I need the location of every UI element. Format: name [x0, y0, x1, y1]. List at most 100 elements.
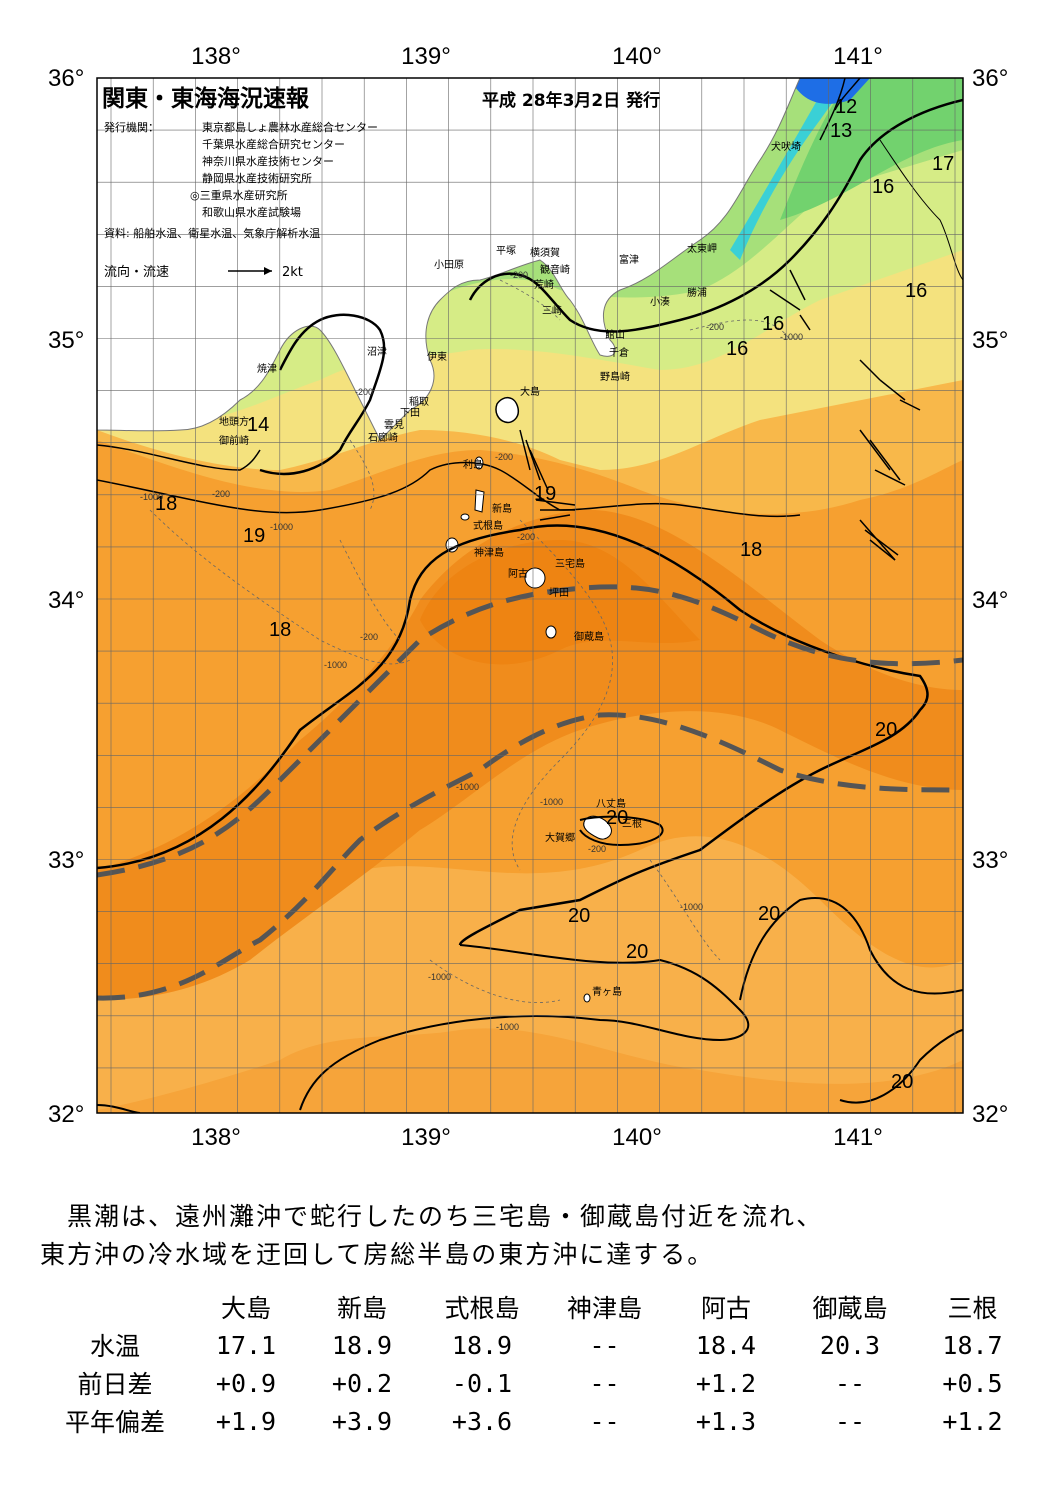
island-miyakejima: [524, 567, 546, 589]
depth-label: -200: [212, 489, 230, 499]
depth-label: -1000: [324, 660, 347, 670]
map-area: [97, 78, 963, 1113]
kuroshio-axis: [97, 584, 963, 1001]
place-inatori: 稲取: [409, 396, 429, 408]
isotherm-label-20f: 20: [891, 1071, 913, 1093]
row-label: 平年偏差: [64, 1408, 165, 1437]
lat-label-35-left: 35°: [48, 327, 84, 354]
isotherm-19: [97, 461, 801, 518]
island-niijima: [474, 489, 485, 513]
table-cell: 18.9: [451, 1330, 513, 1360]
place-oshima: 大島: [520, 385, 540, 398]
island-aogashima: [583, 993, 591, 1003]
place-tateyama: 館山: [605, 328, 625, 341]
isotherm-16: [468, 98, 963, 333]
kuroshio-core-inner: [420, 540, 700, 665]
isotherm-20b: [739, 897, 963, 1001]
table-row: 前日差 +0.9 +0.2 -0.1 -- +1.2 -- +0.5: [40, 1364, 1030, 1402]
place-taitomisaki: 太東岬: [687, 242, 717, 255]
isotherm-label-14: 14: [247, 414, 269, 436]
table-corner: [40, 1288, 190, 1326]
place-odawara: 小田原: [434, 259, 464, 271]
data-source: 資料: 船舶水温、衛星水温、気象庁解析水温: [104, 226, 320, 240]
table-cell: 18.9: [331, 1330, 393, 1360]
isotherm-label-17: 17: [932, 153, 954, 175]
table-row: 水温 17.1 18.9 18.9 -- 18.4 20.3 18.7: [40, 1326, 1030, 1364]
place-mikurajima: 御蔵島: [574, 630, 604, 643]
kuroshio-axis-south: [97, 712, 963, 1001]
isotherm-lines: [97, 78, 963, 1113]
table-cell: 20.3: [819, 1330, 881, 1360]
place-jitogata: 地頭方: [219, 415, 249, 428]
table-cell: +1.2: [695, 1368, 757, 1398]
isotherm-label-19a: 19: [243, 525, 265, 547]
table-cell: +1.9: [215, 1406, 277, 1436]
temperature-table: 大島 新島 式根島 神津島 阿古 御蔵島 三根 水温 17.1 18.9 18.…: [40, 1288, 1030, 1440]
isotherm-labels: 12 13 14 16 16 16 16 17 18 18 18 19 19 2…: [155, 96, 954, 1093]
depth-contours: [149, 279, 791, 1003]
isotherm-12: [834, 78, 861, 111]
lat-label-35-right: 35°: [972, 327, 1008, 354]
place-ito: 伊東: [427, 350, 447, 363]
depth-label: -200: [706, 322, 724, 332]
legend-label: 流向・流速: [104, 264, 169, 280]
place-yokosuka: 横須賀: [530, 246, 560, 259]
legend-arrow-head: [264, 267, 272, 275]
table-header: 阿古: [700, 1294, 751, 1323]
place-kozushima: 神津島: [474, 546, 504, 559]
place-aogashima: 青ヶ島: [592, 985, 622, 998]
place-names: 大島 利島 新島 式根島 神津島 三宅島 阿古 坪田 御蔵島 八丈島 三根 大賀…: [219, 140, 801, 998]
depth-label: -200: [510, 270, 528, 280]
isotherm-15: [97, 444, 261, 471]
table-cell: +0.9: [215, 1368, 277, 1398]
publisher-1: 東京都島しょ農林水産総合センター: [202, 120, 378, 134]
isotherm-18: [97, 524, 929, 946]
summary-line-1: 黒潮は、遠州灘沖で蛇行したのち三宅島・御蔵島付近を流れ、: [40, 1202, 824, 1231]
place-chikura: 千倉: [609, 346, 629, 359]
lon-label-141-top: 141°: [833, 43, 883, 70]
cyan-coastal: [730, 78, 850, 260]
lon-label-140-bottom: 140°: [612, 1124, 662, 1151]
table-cell: +1.3: [695, 1406, 757, 1436]
place-futtsu: 富津: [619, 253, 639, 266]
table-cell: --: [589, 1368, 620, 1398]
issue-date: 平成 28年3月2日 発行: [482, 90, 660, 111]
southern-band: [97, 1028, 963, 1113]
table-cell: --: [834, 1406, 866, 1436]
map-title: 関東・東海海況速報: [102, 85, 310, 112]
lat-label-33-right: 33°: [972, 847, 1008, 874]
depth-label: -1000: [140, 492, 163, 502]
isotherm-label-16c: 16: [762, 313, 784, 335]
table-header: 大島: [220, 1294, 271, 1323]
graticule: [97, 78, 963, 1113]
publisher-label: 発行機関：: [104, 120, 159, 134]
isotherm-label-16b: 16: [905, 280, 927, 302]
lon-label-141-bottom: 141°: [833, 1124, 883, 1151]
isotherm-13: [819, 78, 846, 141]
isotherm-label-20c: 20: [568, 905, 590, 927]
isotherm-label-16d: 16: [726, 338, 748, 360]
place-mitsune: 三根: [622, 817, 642, 830]
depth-label: -1000: [270, 522, 293, 532]
depth-label: -1000: [496, 1022, 519, 1032]
depth-label: -200: [495, 452, 513, 462]
map-frame: [96, 77, 964, 1114]
table-cell: +0.5: [942, 1368, 1003, 1398]
place-hachijojima: 八丈島: [596, 797, 626, 810]
publisher-2: 千葉県水産総合研究センター: [202, 137, 345, 151]
place-niijima: 新島: [492, 502, 512, 515]
depth-label: -1000: [456, 782, 479, 792]
isotherm-label-20b: 20: [606, 807, 628, 829]
table-cell: 18.4: [695, 1330, 757, 1360]
place-kumomi: 雲見: [384, 419, 404, 431]
table-cell: --: [834, 1368, 866, 1398]
table-cell: 18.7: [942, 1330, 1003, 1360]
depth-label: -1000: [780, 332, 803, 342]
place-arasaki: 荒崎: [534, 278, 554, 291]
depth-label: -200: [588, 844, 606, 854]
lat-label-33-left: 33°: [48, 847, 84, 874]
table-cell: +1.2: [942, 1406, 1003, 1436]
sea-temperature-map: 138° 139° 140° 141° 138° 139° 140° 141° …: [48, 43, 1008, 1151]
current-vectors: [519, 269, 921, 561]
green-coastal: [780, 78, 963, 220]
